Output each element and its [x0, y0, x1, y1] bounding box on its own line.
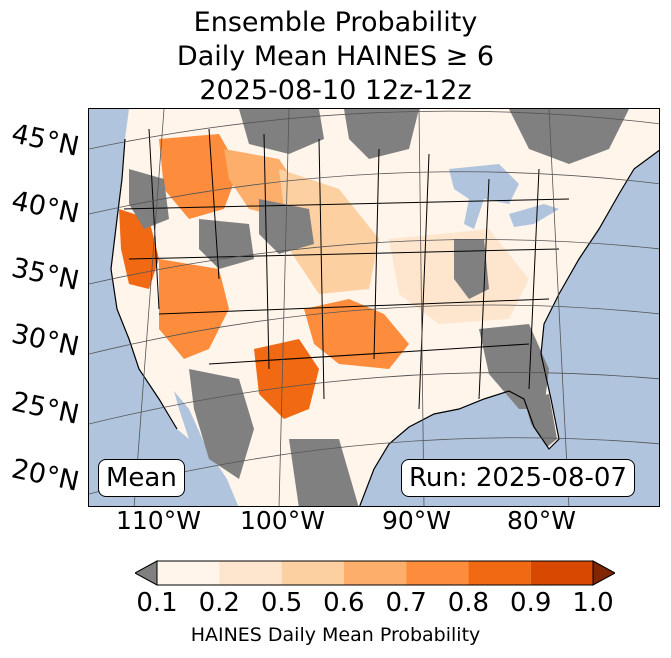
graticule — [89, 109, 659, 506]
lon-label-90: 90°W — [382, 506, 452, 535]
colorbar-segment — [343, 561, 407, 585]
lat-label-30: 30°N — [8, 318, 82, 363]
prob-patch-northwest — [159, 134, 239, 219]
state-borders — [123, 128, 570, 410]
great-lakes — [449, 164, 519, 229]
colorbar-segment — [406, 561, 469, 585]
colorbar-segment — [219, 561, 282, 585]
colorbar-label: HAINES Daily Mean Probability — [190, 624, 481, 646]
masked-region-colorado — [259, 199, 314, 254]
masked-region-canada-east — [509, 109, 629, 164]
lat-label-40: 40°N — [8, 185, 82, 230]
colorbar-segment — [468, 561, 531, 585]
colorbar-tick-label: 0.1 — [136, 588, 178, 618]
masked-region-canada — [344, 109, 419, 159]
masked-region-florida — [524, 394, 557, 447]
colorbar-outline — [156, 560, 594, 586]
lake-erie-ontario — [509, 204, 559, 227]
masked-region-yucatan — [289, 439, 359, 506]
colorbar-tick-label: 1.0 — [572, 588, 614, 618]
prob-patch-california — [119, 209, 159, 289]
colorbar-segment — [281, 561, 344, 585]
prob-patch-oklahoma — [304, 299, 409, 369]
colorbar-segment — [157, 561, 220, 585]
prob-patch-arizona — [159, 259, 229, 359]
masked-region-southeast — [479, 324, 549, 409]
lon-label-110: 110°W — [116, 506, 201, 535]
lat-label-25: 25°N — [8, 386, 82, 431]
title-line-1: Ensemble Probability — [193, 7, 478, 38]
masked-region-nevada — [129, 169, 169, 229]
colorbar-segment — [530, 561, 593, 585]
colorbar-under-arrow — [135, 560, 158, 586]
land-mass — [111, 109, 659, 506]
masked-region-montana — [239, 109, 324, 154]
masked-region-mexico — [189, 369, 254, 479]
mean-label: Mean — [98, 459, 185, 497]
colorbar-tick-label: 0.5 — [260, 588, 303, 618]
prob-patch-plains — [279, 169, 379, 294]
title-line-2: Daily Mean HAINES ≥ 6 — [176, 41, 495, 72]
colorbar — [135, 560, 615, 586]
lat-label-35: 35°N — [8, 252, 82, 297]
lat-label-20: 20°N — [8, 453, 82, 498]
lon-label-100: 100°W — [240, 506, 325, 535]
colorbar-tick-label: 0.6 — [323, 588, 365, 618]
colorbar-tick-label: 0.2 — [198, 588, 240, 618]
masked-region-mississippi — [454, 239, 489, 299]
colorbar-tick-label: 0.9 — [510, 588, 552, 618]
colorbar-tick-label: 0.8 — [447, 588, 490, 618]
title-line-3: 2025-08-10 12z-12z — [199, 75, 472, 106]
prob-patch-texas — [254, 339, 319, 419]
colorbar-tick-label: 0.7 — [385, 588, 427, 618]
lon-label-80: 80°W — [507, 506, 577, 535]
colorbar-segments — [157, 561, 593, 585]
map-area — [88, 108, 660, 507]
lat-label-45: 45°N — [8, 118, 82, 163]
map-canvas — [89, 109, 659, 506]
coastline — [110, 138, 659, 506]
run-label: Run: 2025-08-07 — [401, 459, 635, 497]
colorbar-over-arrow — [592, 560, 615, 586]
